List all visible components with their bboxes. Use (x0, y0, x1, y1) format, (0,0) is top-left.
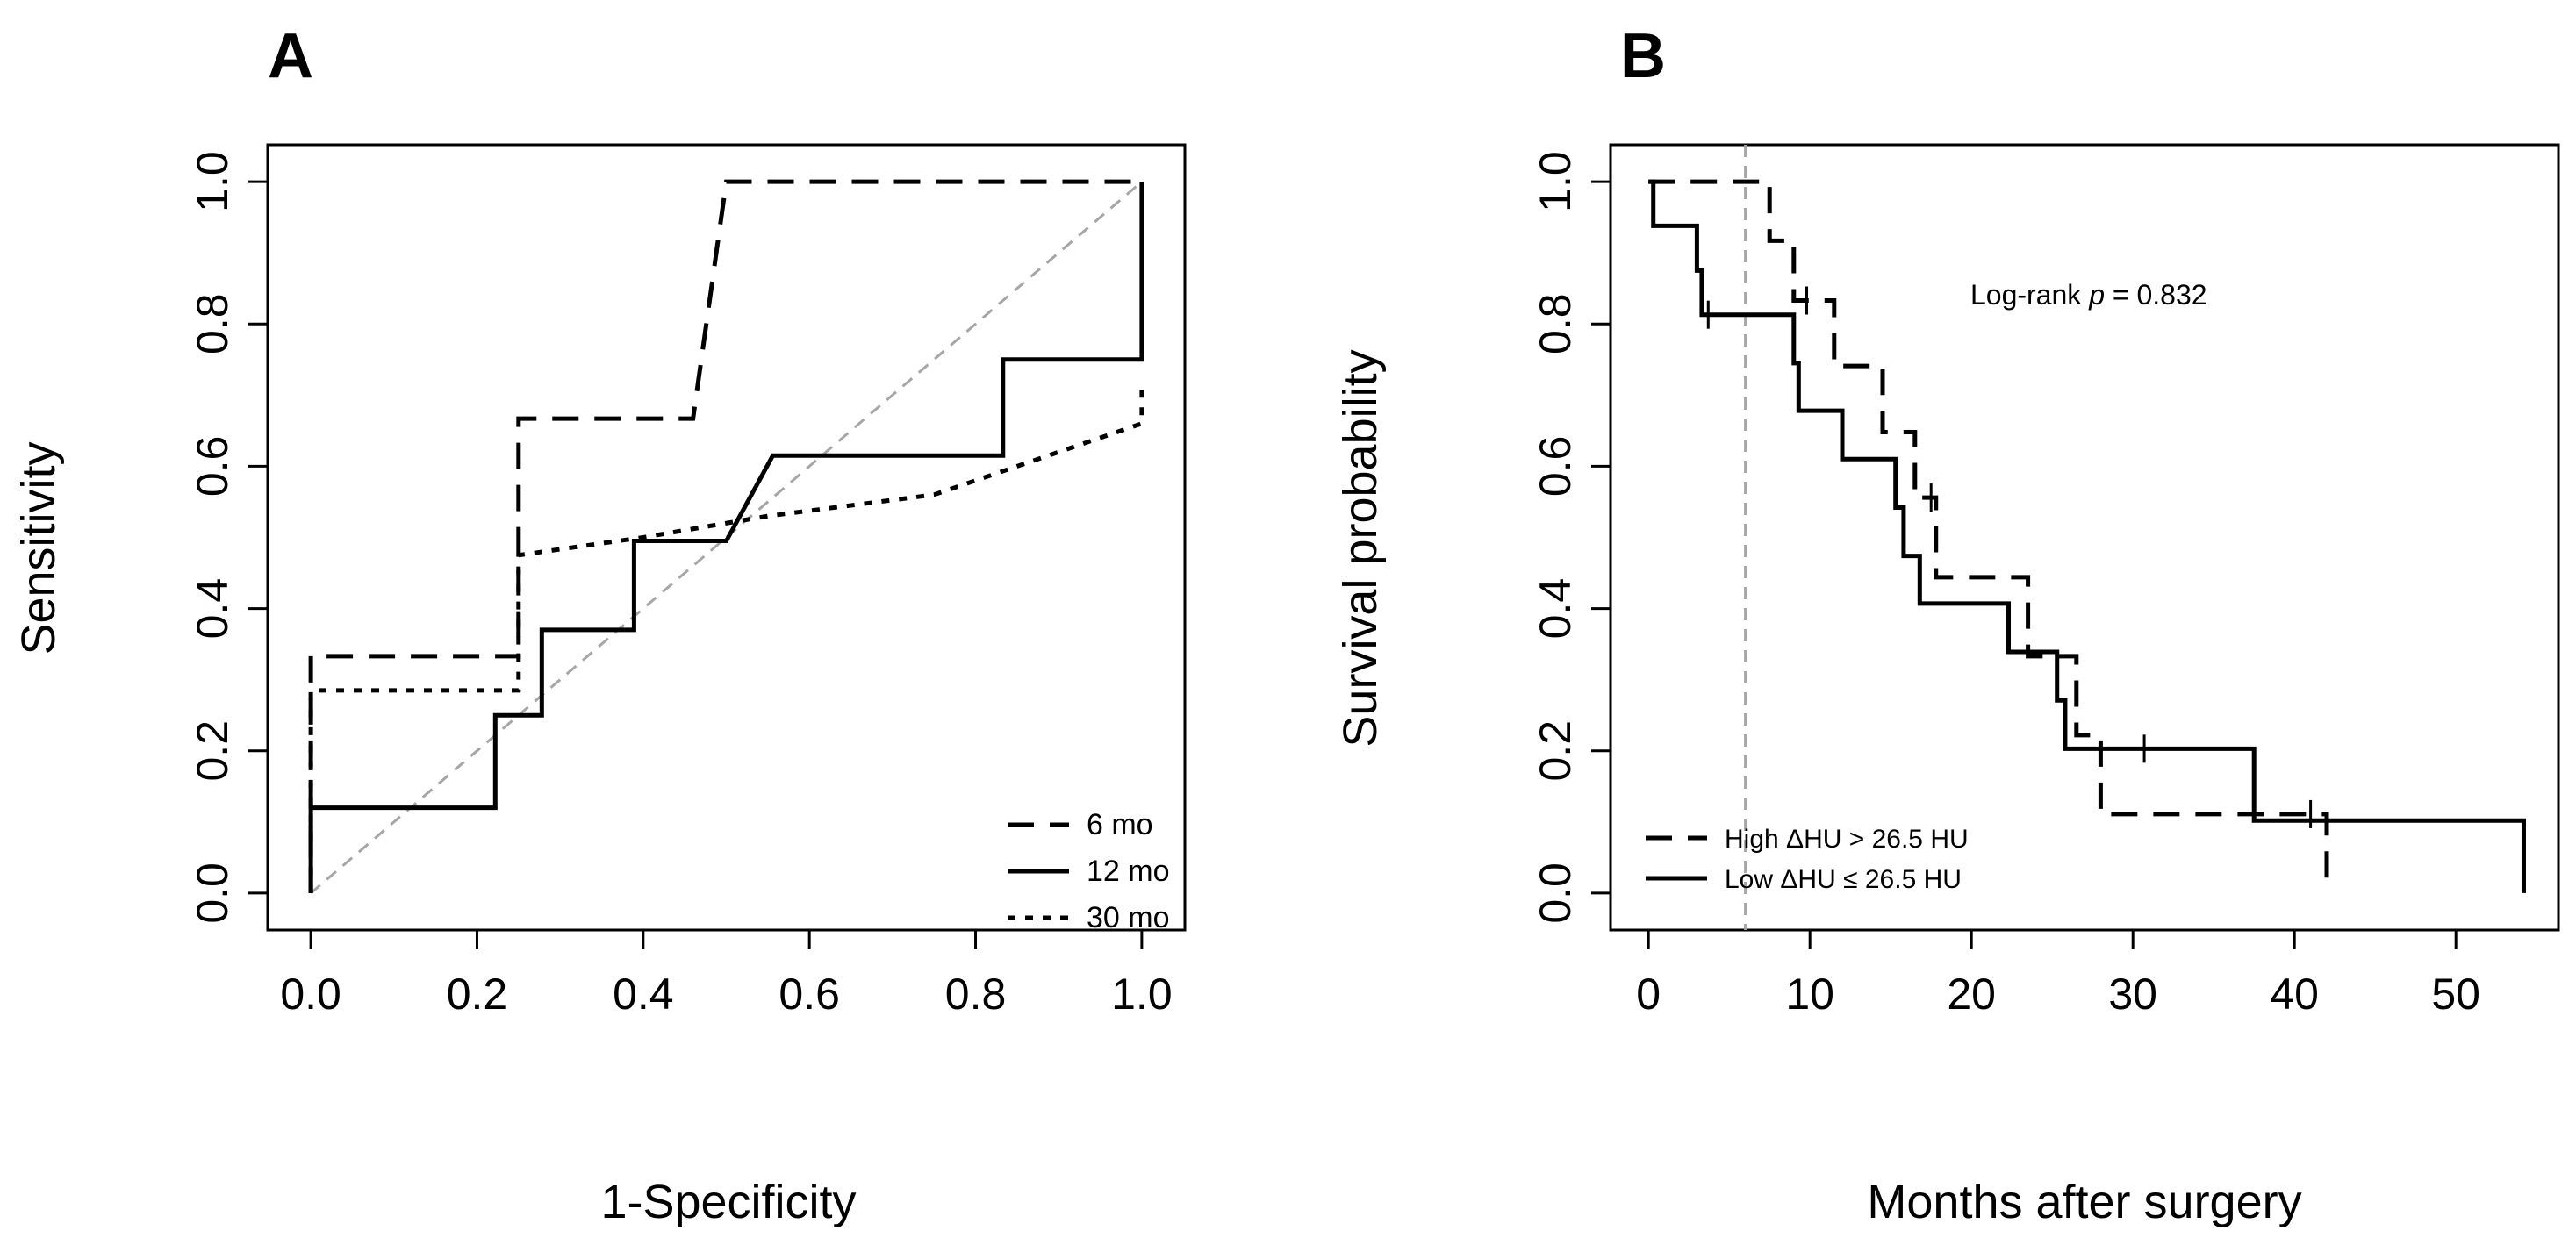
panel-b-x-tick-label: 20 (1947, 970, 1996, 1019)
panel-b-y-tick-label: 0.6 (1531, 436, 1580, 497)
panel-a-axes: 0.0 0.2 0.4 0.6 0.8 1.0 0.0 0.2 0.4 0.6 0.8 1.0 (188, 143, 1187, 1019)
panel-b-x-tick-label: 0 (1636, 970, 1661, 1019)
panel-b-xlabel: Months after surgery (1867, 1176, 2301, 1228)
panel-b-x-tick-label: 30 (2108, 970, 2157, 1019)
panel-b-y-tick-label: 0.2 (1531, 720, 1580, 782)
panel-b-annotation-prefix: Log-rank (1970, 279, 2089, 311)
panel-a-legend: 6 mo 12 mo 30 mo (1008, 808, 1170, 934)
panel-a-series-line-solid (308, 182, 1144, 893)
panel-b-series-line-dashed (1648, 179, 2329, 893)
panel-a-ylabel: Sensitivity (12, 441, 65, 655)
panel-a-y-tick-label: 0.0 (188, 862, 237, 924)
panel-a-y-tick-label: 0.2 (188, 720, 237, 782)
panel-a-y-tick-label: 1.0 (188, 151, 237, 212)
panel-b-series-line-solid (1648, 179, 2526, 893)
panel-b-y-tick-label: 0.8 (1531, 293, 1580, 354)
panel-a-x-tick-label: 0.6 (779, 970, 840, 1019)
panel-b-legend-label: Low ΔHU ≤ 26.5 HU (1725, 865, 1962, 894)
panel-a-diagonal-line (310, 180, 1143, 895)
panel-b-y-tick-label: 1.0 (1531, 151, 1580, 212)
panel-a-diagonal-reference (310, 180, 1143, 895)
panel-b-legend-label: High ΔHU > 26.5 HU (1725, 825, 1969, 854)
panel-a: A 0.0 0.2 0.4 0.6 0.8 1.0 0.0 0.2 0.4 0.6 0.8 1.0 6… (12, 21, 1187, 1228)
panel-b-label: B (1620, 21, 1666, 91)
panel-a-y-tick-label: 0.8 (188, 293, 237, 354)
panel-a-legend-label: 12 mo (1087, 855, 1170, 888)
panel-a-xlabel: 1-Specificity (600, 1176, 856, 1228)
panel-b-y-tick-label: 0.4 (1531, 578, 1580, 640)
panel-b-ylabel: Survival probability (1334, 349, 1387, 747)
panel-b-y-tick-label: 0.0 (1531, 862, 1580, 924)
panel-a-legend-label: 30 mo (1087, 901, 1170, 934)
panel-a-series (308, 179, 1144, 893)
panel-a-x-tick-label: 0.2 (447, 970, 508, 1019)
panel-b-annotation-p: p (2088, 279, 2105, 311)
panel-b-x-tick-label: 50 (2431, 970, 2480, 1019)
panel-b-annotation-suffix: = 0.832 (2105, 279, 2207, 311)
panel-a-y-tick-label: 0.6 (188, 436, 237, 497)
panel-b-axes: 0 10 20 30 40 50 0.0 0.2 0.4 0.6 0.8 1.0 (1531, 143, 2560, 1019)
panel-b-annotation: Log-rank p = 0.832 (1970, 279, 2207, 311)
panel-b-x-tick-label: 40 (2270, 970, 2319, 1019)
panel-a-x-tick-label: 0.8 (945, 970, 1007, 1019)
panel-a-plot-frame (266, 143, 1187, 932)
panel-a-legend-label: 6 mo (1087, 808, 1153, 841)
panel-a-y-tick-label: 0.4 (188, 578, 237, 640)
panel-b-series (1648, 179, 2526, 893)
panel-a-x-tick-label: 1.0 (1111, 970, 1173, 1019)
panel-a-series-line-dotted (308, 384, 1144, 893)
panel-b-plot-frame (1609, 143, 2560, 932)
panel-a-x-tick-label: 0.4 (613, 970, 674, 1019)
panel-b-x-tick-label: 10 (1785, 970, 1834, 1019)
panel-a-label: A (268, 21, 313, 91)
panel-b-legend: High ΔHU > 26.5 HU Low ΔHU ≤ 26.5 HU (1646, 825, 1969, 894)
panel-a-series-line-dashed (308, 179, 1142, 893)
panel-a-x-tick-label: 0.0 (280, 970, 341, 1019)
panel-b: B 0 10 20 30 40 50 0.0 0.2 0.4 0.6 0.8 1.0 High ΔHU… (1334, 21, 2560, 1228)
